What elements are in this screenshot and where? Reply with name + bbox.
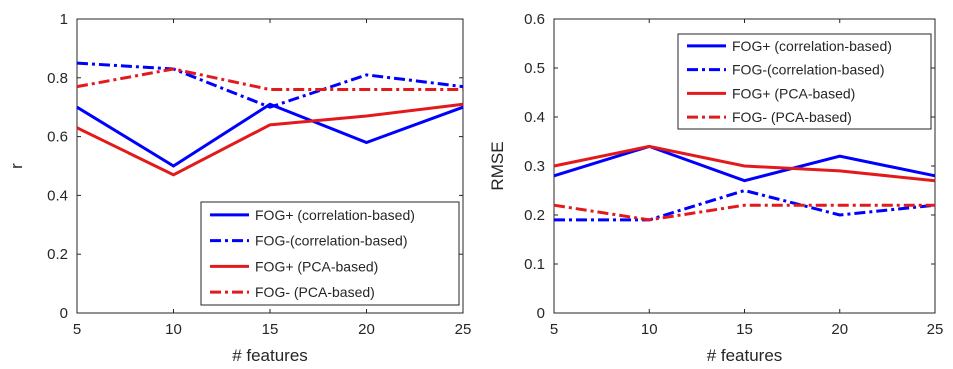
legend-box <box>200 201 460 306</box>
legend-label: FOG+ (correlation-based) <box>255 207 415 223</box>
x-axis-label: # features <box>232 346 308 365</box>
series-line-1 <box>76 102 464 168</box>
y-tick-label: 0.3 <box>524 158 545 175</box>
x-tick-label: 10 <box>641 321 658 338</box>
legend-label: FOG+ (PCA-based) <box>255 258 378 274</box>
y-tick-label: 0.2 <box>47 246 68 263</box>
series-line-3 <box>553 144 936 183</box>
x-tick-label: 10 <box>165 321 182 338</box>
legend: FOG+ (correlation-based) FOG-(correlation… <box>200 201 460 306</box>
series-line-1 <box>553 144 936 183</box>
series-line-2 <box>554 188 936 222</box>
x-tick-label: 5 <box>550 321 558 338</box>
y-tick-label: 0.4 <box>47 187 68 204</box>
x-tick-label: 5 <box>73 321 81 338</box>
y-tick-label: 0 <box>537 305 545 322</box>
legend-label: FOG+ (correlation-based) <box>732 38 892 54</box>
x-tick-label: 20 <box>358 321 375 338</box>
chart-1: 5 10 15 20 25 0 0.2 0.4 0.6 0.8 1 # features r FOG+ (… <box>7 11 471 365</box>
series-line-4 <box>553 203 935 222</box>
y-tick-label: 1 <box>60 11 68 28</box>
x-axis-label: # features <box>707 346 783 365</box>
legend-label: FOG- (PCA-based) <box>732 109 852 125</box>
x-tick-label: 15 <box>262 321 279 338</box>
legend-label: FOG- (PCA-based) <box>255 284 375 300</box>
y-tick-label: 0.4 <box>524 109 545 126</box>
y-axis-label: RMSE <box>488 141 507 190</box>
y-tick-label: 0.8 <box>47 70 68 87</box>
legend-label: FOG-(correlation-based) <box>255 233 408 249</box>
legend-label: FOG-(correlation-based) <box>732 62 885 78</box>
chart-2: 5 10 15 20 25 0 0.1 0.2 0.3 0.4 0.5 0.6 # features RM… <box>488 11 943 365</box>
x-tick-label: 15 <box>736 321 753 338</box>
y-tick-label: 0.5 <box>524 60 545 77</box>
y-tick-label: 0 <box>60 305 68 322</box>
legend-box <box>677 33 932 130</box>
x-tick-label: 20 <box>831 321 848 338</box>
y-tick-label: 0.6 <box>524 11 545 28</box>
y-tick-label: 0.2 <box>524 207 545 224</box>
y-axis-label: r <box>7 163 26 169</box>
series-line-4 <box>76 67 463 92</box>
x-tick-label: 25 <box>927 321 944 338</box>
series-line-3 <box>76 102 464 177</box>
series-line-2 <box>76 61 464 109</box>
legend: FOG+ (correlation-based) FOG-(correlation… <box>677 33 932 130</box>
y-tick-label: 0.6 <box>47 129 68 146</box>
legend-label: FOG+ (PCA-based) <box>732 85 855 101</box>
x-tick-label: 25 <box>455 321 472 338</box>
y-tick-label: 0.1 <box>524 256 545 273</box>
